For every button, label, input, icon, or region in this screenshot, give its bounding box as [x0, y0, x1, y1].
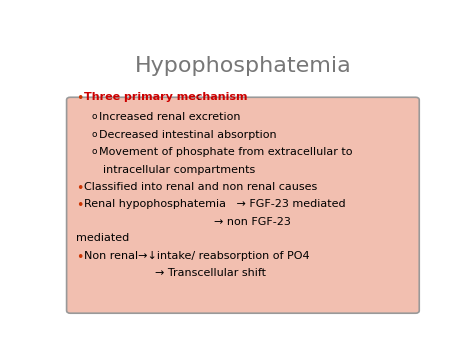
Text: → non FGF-23: → non FGF-23: [213, 217, 291, 227]
Text: •: •: [76, 182, 83, 195]
Text: o: o: [91, 130, 97, 139]
Text: Renal hypophosphatemia   → FGF-23 mediated: Renal hypophosphatemia → FGF-23 mediated: [84, 200, 346, 209]
Text: Three primary mechanism: Three primary mechanism: [84, 92, 248, 102]
FancyBboxPatch shape: [66, 97, 419, 313]
Text: Classified into renal and non renal causes: Classified into renal and non renal caus…: [84, 182, 318, 192]
Text: •: •: [76, 251, 83, 264]
Text: intracellular compartments: intracellular compartments: [102, 165, 255, 175]
Text: mediated: mediated: [76, 233, 129, 243]
FancyBboxPatch shape: [52, 37, 434, 321]
Text: :: :: [196, 92, 200, 102]
Text: o: o: [91, 112, 97, 121]
Text: Increased renal excretion: Increased renal excretion: [99, 112, 240, 122]
Text: Non renal→↓intake/ reabsorption of PO4: Non renal→↓intake/ reabsorption of PO4: [84, 251, 310, 261]
Text: o: o: [91, 147, 97, 156]
Text: Hypophosphatemia: Hypophosphatemia: [135, 56, 351, 76]
Text: → Transcellular shift: → Transcellular shift: [155, 268, 266, 278]
Text: •: •: [76, 200, 83, 212]
Text: Movement of phosphate from extracellular to: Movement of phosphate from extracellular…: [99, 147, 353, 157]
Text: •: •: [76, 92, 83, 105]
Text: Decreased intestinal absorption: Decreased intestinal absorption: [99, 130, 276, 140]
